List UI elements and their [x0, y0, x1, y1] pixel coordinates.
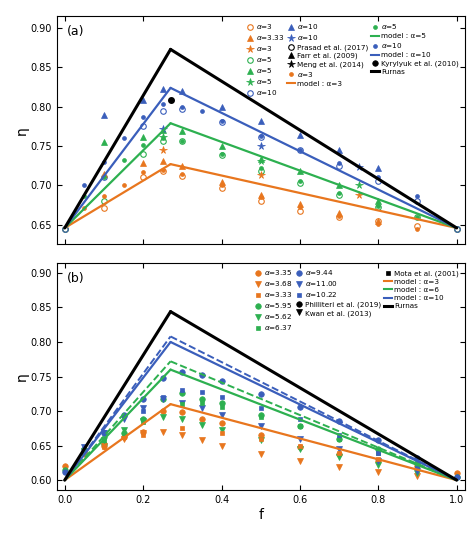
Legend: $\alpha$=3, $\alpha$=3.33, $\alpha$=3, $\alpha$=5, $\alpha$=5, $\alpha$=5, $\alp: $\alpha$=3, $\alpha$=3.33, $\alpha$=3, $…: [244, 20, 461, 99]
Text: (a): (a): [67, 26, 84, 39]
X-axis label: f: f: [258, 508, 263, 522]
Text: (b): (b): [67, 271, 85, 284]
Y-axis label: η: η: [15, 372, 29, 381]
Y-axis label: η: η: [15, 126, 29, 135]
Legend: $\alpha$=3.35, $\alpha$=3.68, $\alpha$=3.33, $\alpha$=5.95, $\alpha$=5.62, $\alp: $\alpha$=3.35, $\alpha$=3.68, $\alpha$=3…: [252, 266, 461, 335]
